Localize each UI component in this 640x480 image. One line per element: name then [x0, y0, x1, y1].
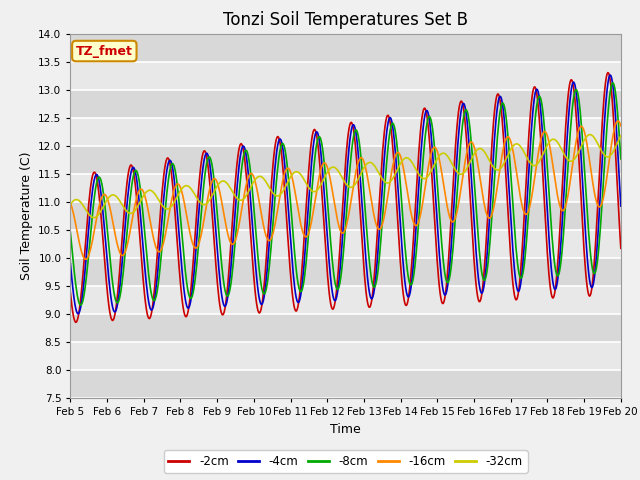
-2cm [67, 289, 74, 295]
-4cm [219, 299, 227, 304]
-2cm [72, 320, 79, 325]
-32cm [77, 199, 84, 204]
Line: -8cm: -8cm [70, 83, 621, 305]
-4cm [74, 311, 82, 317]
-8cm [413, 239, 421, 244]
-4cm [413, 207, 421, 213]
-8cm [77, 302, 84, 308]
Bar [70, 202, 621, 230]
-16cm [614, 118, 621, 124]
-32cm [190, 190, 198, 195]
-4cm [429, 159, 437, 165]
-4cm [190, 274, 198, 280]
-16cm [219, 204, 227, 210]
-32cm [413, 168, 421, 174]
-8cm [134, 171, 141, 177]
Bar [70, 61, 621, 90]
-2cm [617, 245, 625, 251]
Bar [70, 118, 621, 146]
Bar [70, 34, 621, 61]
-4cm [67, 261, 74, 266]
-32cm [219, 178, 227, 184]
-2cm [219, 312, 227, 318]
-32cm [586, 132, 594, 137]
-8cm [429, 132, 437, 137]
Line: -2cm: -2cm [70, 72, 621, 323]
-8cm [609, 80, 617, 86]
-2cm [190, 252, 198, 258]
-16cm [429, 145, 437, 151]
-16cm [617, 123, 625, 129]
-4cm [606, 72, 614, 78]
-32cm [429, 164, 437, 170]
-32cm [90, 215, 98, 221]
-2cm [134, 208, 141, 214]
-8cm [67, 229, 74, 235]
-2cm [413, 174, 421, 180]
X-axis label: Time: Time [330, 423, 361, 436]
-32cm [617, 133, 625, 139]
Bar [70, 258, 621, 286]
-16cm [190, 243, 198, 249]
Line: -32cm: -32cm [70, 134, 621, 218]
-8cm [219, 272, 227, 277]
-32cm [67, 202, 74, 207]
Bar [70, 146, 621, 174]
Line: -4cm: -4cm [70, 75, 621, 314]
Bar [70, 314, 621, 342]
-16cm [77, 244, 84, 250]
-8cm [190, 287, 198, 293]
Bar [70, 174, 621, 202]
-4cm [617, 203, 625, 209]
-8cm [617, 156, 625, 162]
-4cm [134, 185, 141, 191]
Text: TZ_fmet: TZ_fmet [76, 45, 132, 58]
-16cm [82, 256, 90, 262]
-2cm [604, 70, 612, 75]
-32cm [134, 204, 141, 209]
-4cm [77, 302, 85, 308]
Bar [70, 286, 621, 314]
-2cm [429, 195, 437, 201]
Bar [70, 342, 621, 371]
-16cm [134, 191, 141, 197]
Title: Tonzi Soil Temperatures Set B: Tonzi Soil Temperatures Set B [223, 11, 468, 29]
Y-axis label: Soil Temperature (C): Soil Temperature (C) [20, 152, 33, 280]
Bar [70, 230, 621, 258]
-8cm [77, 302, 85, 308]
Bar [70, 371, 621, 398]
Legend: -2cm, -4cm, -8cm, -16cm, -32cm: -2cm, -4cm, -8cm, -16cm, -32cm [163, 450, 528, 473]
-2cm [77, 292, 85, 298]
-16cm [67, 200, 74, 206]
Line: -16cm: -16cm [70, 121, 621, 259]
Bar [70, 90, 621, 118]
-16cm [413, 222, 421, 228]
